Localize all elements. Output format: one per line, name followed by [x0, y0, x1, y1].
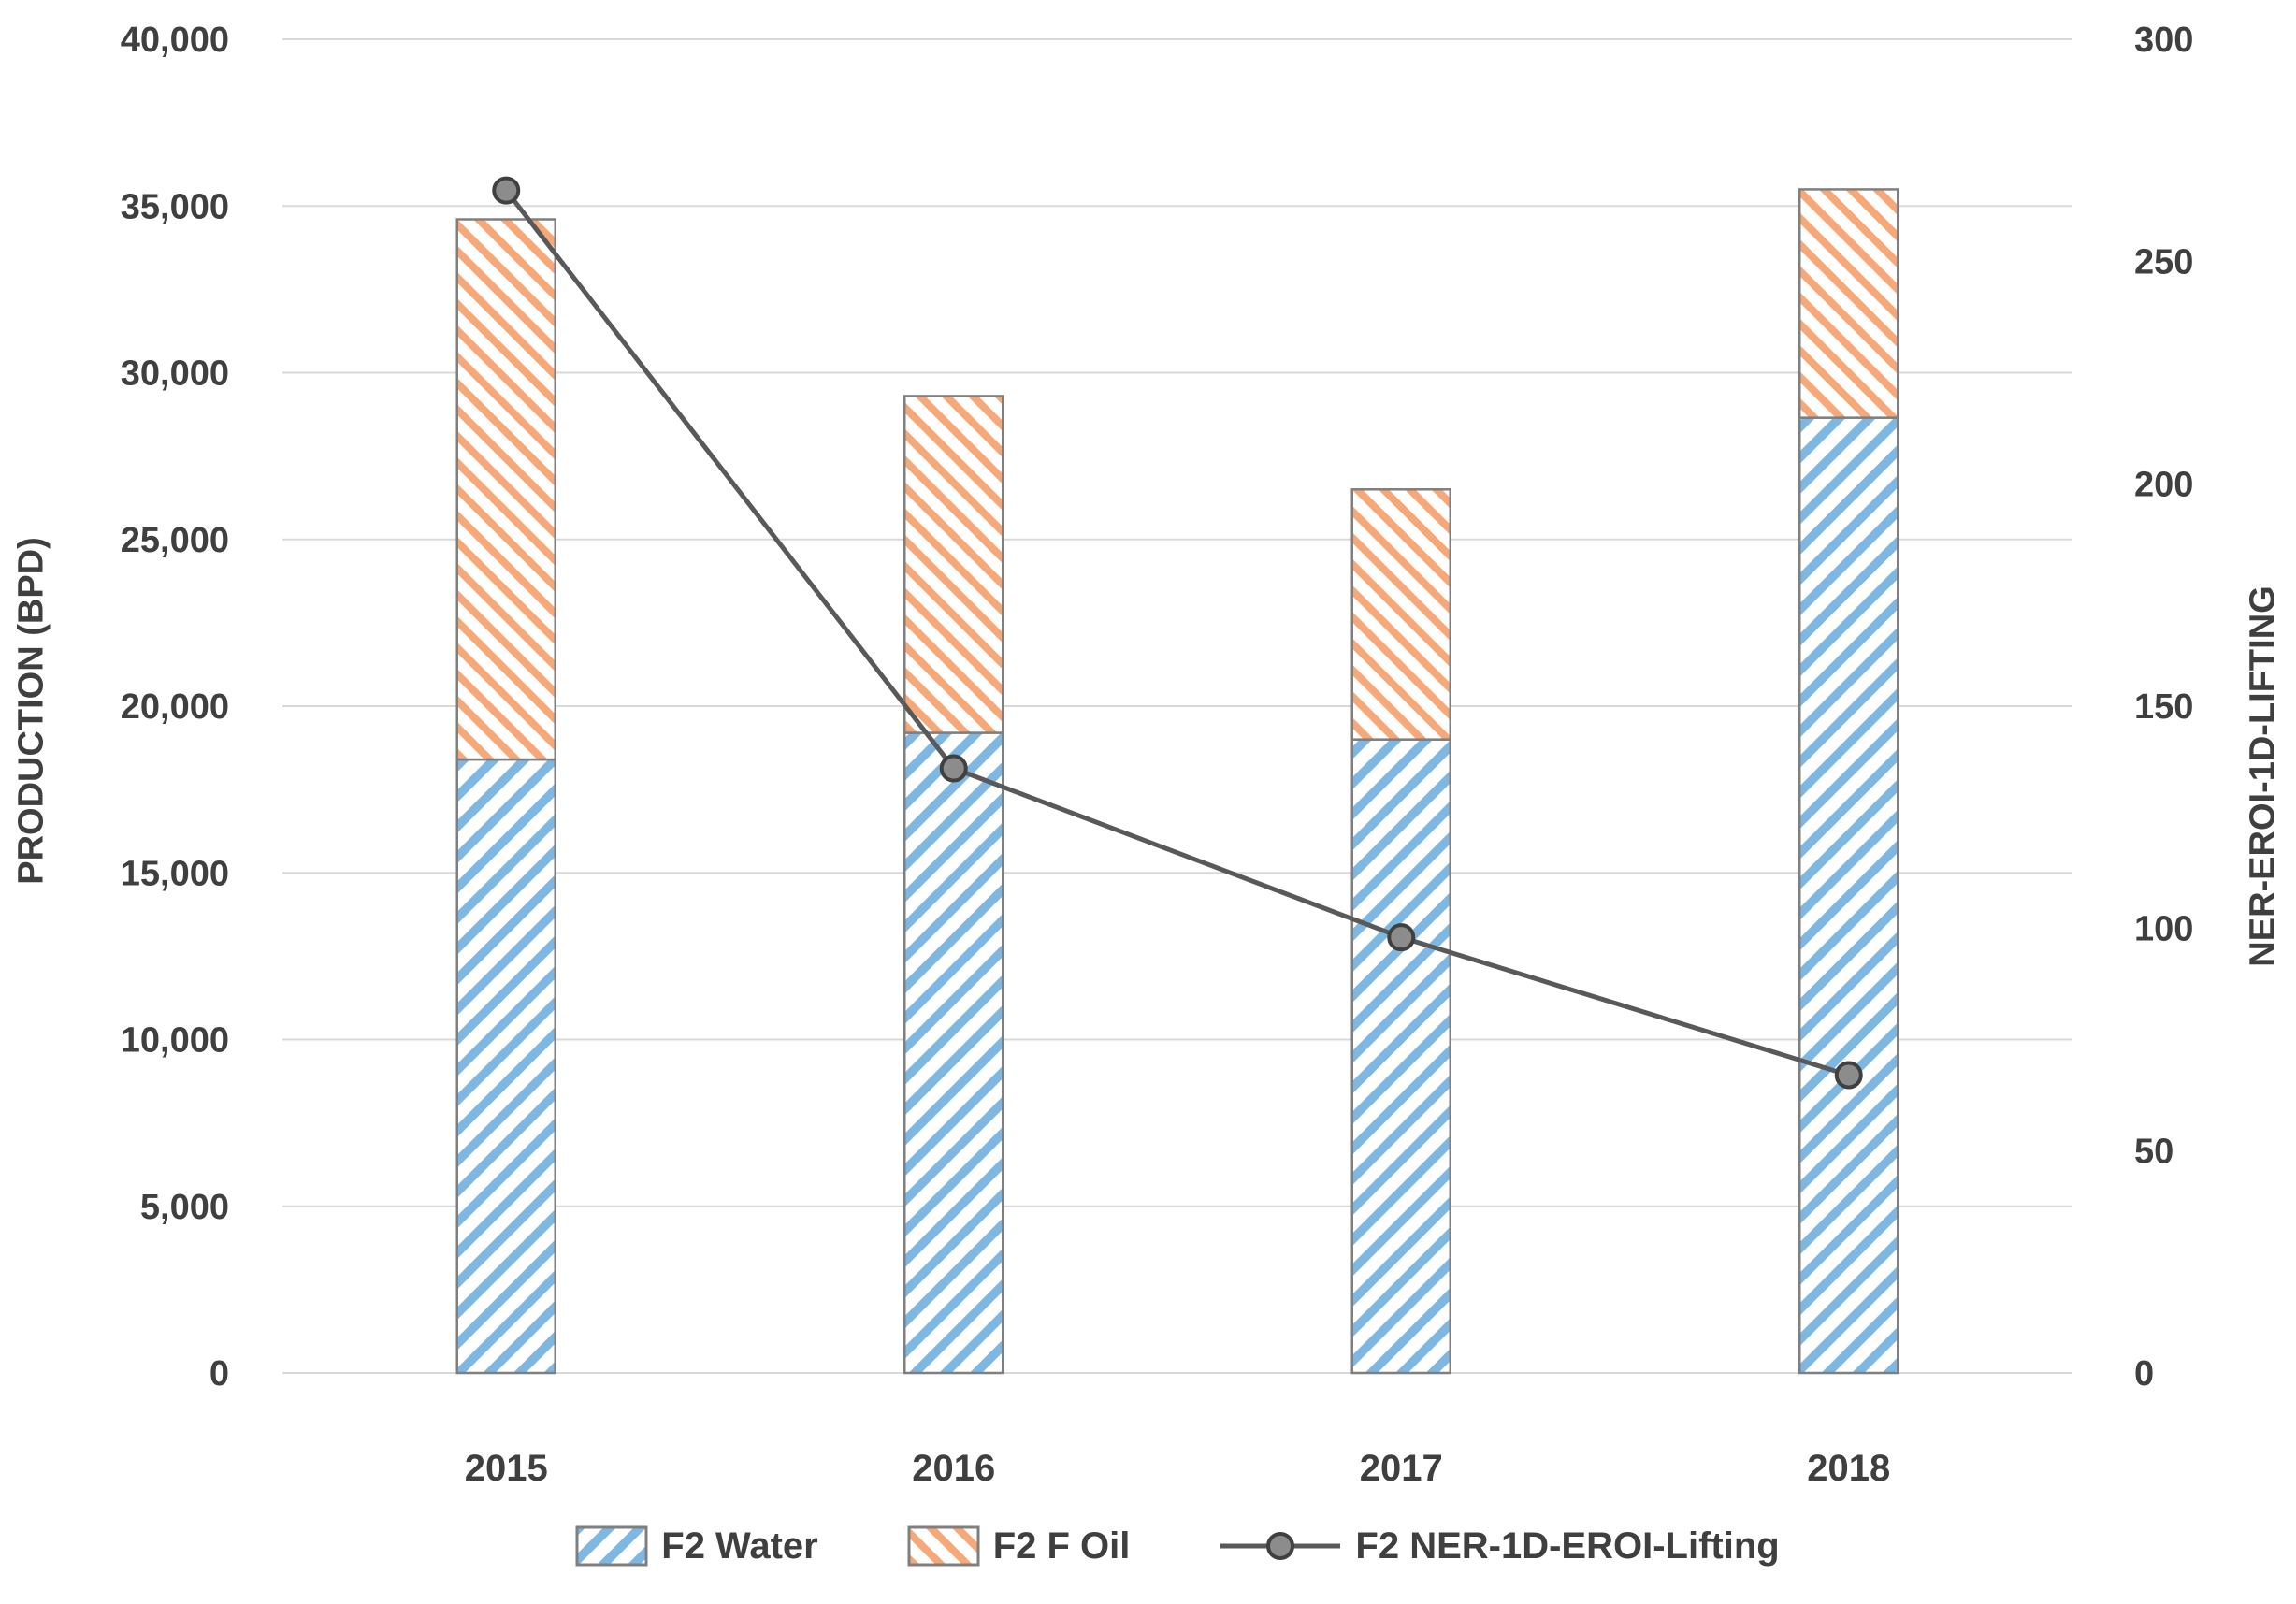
- line-marker-2016: [939, 754, 968, 783]
- line-marker-2017: [1387, 923, 1416, 952]
- x-axis-label-2018: 2018: [1807, 1448, 1890, 1489]
- right-axis-tick-label: 150: [2134, 687, 2193, 727]
- left-axis-tick-label: 15,000: [121, 854, 229, 893]
- line-marker-2015: [492, 176, 521, 205]
- left-axis-tick-label: 10,000: [121, 1021, 229, 1061]
- x-axis-label-2015: 2015: [465, 1448, 548, 1489]
- legend-label-f2-water: F2 Water: [661, 1525, 818, 1567]
- line-marker-swatch-icon: [1220, 1532, 1341, 1560]
- right-axis-tick-label: 0: [2134, 1354, 2154, 1394]
- legend-item-f2-f-oil: F2 F Oil: [907, 1525, 1131, 1568]
- left-axis-tick-label: 35,000: [121, 187, 229, 226]
- left-axis-tick-label: 25,000: [121, 521, 229, 560]
- water-hatch-swatch-icon: [575, 1525, 648, 1567]
- bar-f2-water-2016: [903, 731, 1004, 1375]
- bar-f2-water-2017: [1350, 738, 1451, 1375]
- right-axis-tick-label: 50: [2134, 1132, 2173, 1171]
- right-axis-title: NER-EROI-1D-LIFTING: [2243, 585, 2283, 967]
- bar-f2-f-oil-2015: [455, 218, 556, 761]
- line-f2-ner-1d-eroi-lifting: [504, 189, 1850, 1077]
- bar-f2-f-oil-2018: [1798, 188, 1899, 419]
- legend-label-f2-ner-1d-eroi-lifting: F2 NER-1D-EROI-Lifting: [1355, 1525, 1780, 1567]
- right-axis-tick-label: 200: [2134, 465, 2193, 504]
- left-axis-tick-label: 0: [209, 1354, 229, 1394]
- bar-f2-water-2018: [1798, 416, 1899, 1375]
- bar-f2-water-2015: [455, 758, 556, 1375]
- right-axis-tick-label: 100: [2134, 910, 2193, 949]
- left-axis-tick-label: 5,000: [140, 1188, 229, 1227]
- legend-label-f2-f-oil: F2 F Oil: [992, 1525, 1131, 1567]
- x-axis-label-2017: 2017: [1360, 1448, 1443, 1489]
- left-axis-tick-label: 20,000: [121, 687, 229, 727]
- right-axis-tick-label: 250: [2134, 243, 2193, 282]
- bar-f2-f-oil-2017: [1350, 488, 1451, 741]
- legend-item-f2-ner-1d-eroi-lifting: F2 NER-1D-EROI-Lifting: [1219, 1525, 1780, 1568]
- legend: F2 Water F2 F Oil F2 NER-1D-EROI-Lifting: [282, 1513, 2072, 1579]
- left-axis-tick-label: 30,000: [121, 354, 229, 394]
- bar-f2-f-oil-2016: [903, 395, 1004, 734]
- oil-hatch-swatch-icon: [907, 1525, 980, 1567]
- legend-item-f2-water: F2 Water: [575, 1525, 818, 1568]
- x-axis-label-2016: 2016: [912, 1448, 995, 1489]
- left-axis-tick-label: 40,000: [121, 21, 229, 60]
- right-axis-tick-label: 300: [2134, 21, 2193, 60]
- left-axis-title: PRODUCTION (BPD): [11, 537, 51, 885]
- line-marker-2018: [1834, 1061, 1863, 1090]
